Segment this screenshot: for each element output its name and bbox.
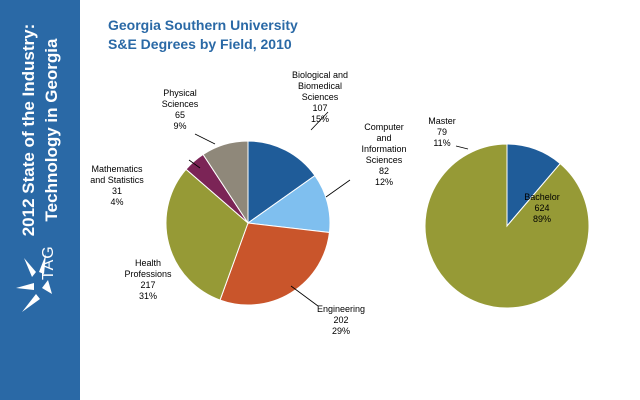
logo-text: TAG bbox=[40, 245, 57, 280]
sidebar-title: 2012 State of the Industry: Technology i… bbox=[17, 5, 63, 255]
tag-star-icon bbox=[16, 254, 52, 312]
pie1-leader-2 bbox=[325, 179, 351, 198]
pie2-slice-2 bbox=[424, 143, 590, 309]
pie1-label-4: Health Professions 217 31% bbox=[124, 258, 172, 301]
pie1-slice-3 bbox=[219, 222, 331, 306]
sidebar-title-line-1: 2012 State of the Industry: bbox=[19, 23, 38, 237]
pie1-leader-1 bbox=[310, 111, 329, 131]
sidebar-title-line-2: Technology in Georgia bbox=[42, 38, 61, 222]
pie1-label-1: Biological and Biomedical Sciences 107 15% bbox=[292, 70, 348, 124]
pie1-label-2: Computer and Information Sciences 82 12% bbox=[361, 122, 406, 187]
chart-title-line-1: Georgia Southern University bbox=[108, 17, 298, 33]
pie2-label-2: Bachelor 624 89% bbox=[524, 192, 560, 224]
chart-title-line-2: S&E Degrees by Field, 2010 bbox=[108, 36, 292, 52]
pie2-leader-1 bbox=[455, 145, 469, 150]
pie1-slice-6 bbox=[202, 140, 249, 225]
sidebar: 2012 State of the Industry: Technology i… bbox=[0, 0, 80, 400]
pie1-label-5: Mathematics and Statistics 31 4% bbox=[90, 164, 144, 207]
pie1-slice-4 bbox=[165, 168, 249, 301]
pie1-leader-5 bbox=[188, 159, 201, 169]
pie1-leader-3 bbox=[290, 285, 319, 307]
pie2-label-1: Master 79 11% bbox=[428, 116, 456, 148]
pie1-slice-1 bbox=[247, 140, 316, 224]
pie1-leader-6 bbox=[194, 133, 216, 145]
chart-title: Georgia Southern University S&E Degrees … bbox=[108, 16, 298, 54]
pie1-label-6: Physical Sciences 65 9% bbox=[162, 88, 199, 131]
pie-charts: Biological and Biomedical Sciences 107 15%Co… bbox=[90, 70, 590, 336]
pie1-label-3: Engineering 202 29% bbox=[317, 304, 365, 336]
